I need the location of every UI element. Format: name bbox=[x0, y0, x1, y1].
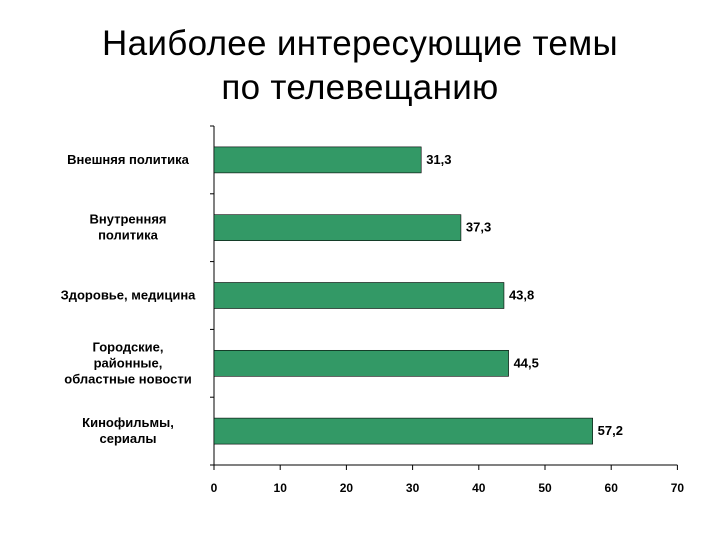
category-label-line: Кинофильмы, bbox=[82, 415, 174, 430]
chart-title: Наиболее интересующие темы по телевещани… bbox=[0, 22, 720, 110]
category-label-line: областные новости bbox=[64, 371, 192, 386]
data-label: 57,2 bbox=[598, 423, 623, 438]
x-tick-label: 60 bbox=[605, 481, 619, 495]
data-label: 43,8 bbox=[509, 288, 534, 303]
data-label: 44,5 bbox=[514, 355, 539, 370]
category-label: Внешняя политика bbox=[67, 152, 190, 167]
category-label-line: сериалы bbox=[100, 431, 157, 446]
bar bbox=[213, 417, 593, 445]
x-tick-label: 30 bbox=[406, 481, 420, 495]
category-label-line: Внутренняя bbox=[89, 212, 166, 227]
category-label-line: Внешняя политика bbox=[67, 152, 190, 167]
category-label-line: районные, bbox=[94, 355, 163, 370]
category-label-line: Городские, bbox=[92, 339, 163, 354]
title-line-1: Наиболее интересующие темы bbox=[102, 24, 618, 63]
bar bbox=[213, 349, 509, 377]
data-label: 37,3 bbox=[466, 220, 491, 235]
bar bbox=[213, 214, 462, 241]
bar bbox=[213, 282, 505, 309]
bar bbox=[213, 146, 422, 174]
category-label: Городские, районные, областные новости bbox=[64, 339, 192, 386]
category-label-line: Здоровье, медицина bbox=[61, 288, 197, 303]
category-label-line: политика bbox=[98, 228, 159, 243]
x-tick-label: 0 bbox=[211, 481, 218, 495]
category-label: Внутренняя политика bbox=[89, 212, 166, 243]
x-tick-label: 50 bbox=[538, 481, 552, 495]
category-label: Здоровье, медицина bbox=[61, 288, 197, 303]
x-tick-label: 70 bbox=[671, 481, 685, 495]
x-tick-label: 40 bbox=[472, 481, 486, 495]
x-tick-label: 20 bbox=[340, 481, 354, 495]
data-label: 31,3 bbox=[426, 152, 451, 167]
title-line-2: по телевещанию bbox=[221, 68, 499, 107]
x-tick-label: 10 bbox=[274, 481, 288, 495]
category-label: Кинофильмы, сериалы bbox=[82, 415, 174, 446]
